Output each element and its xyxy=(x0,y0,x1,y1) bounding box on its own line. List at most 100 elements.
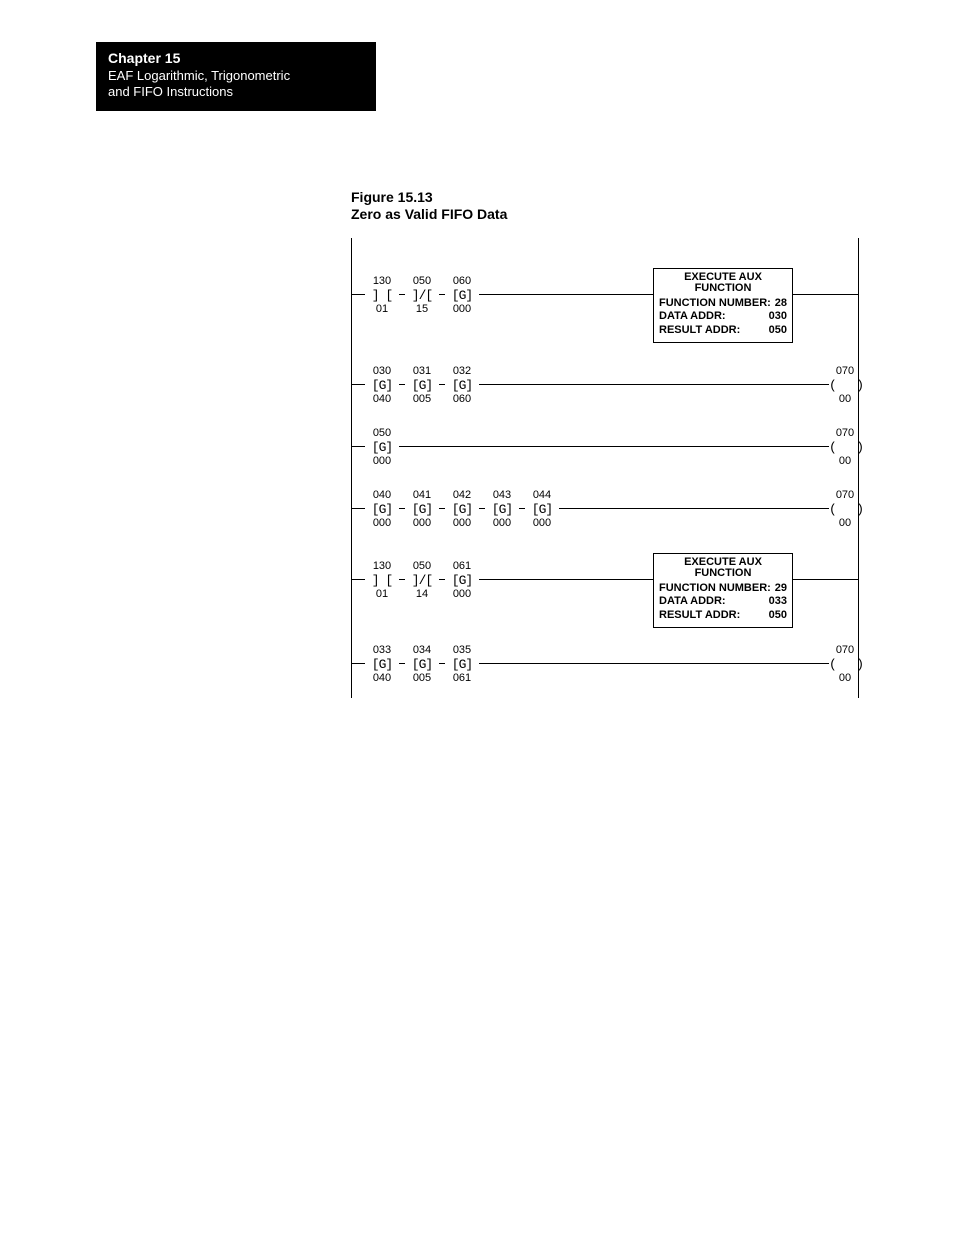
function-row: DATA ADDR:033 xyxy=(659,595,787,609)
element-address: 031 xyxy=(405,366,439,377)
function-row-label: DATA ADDR: xyxy=(659,595,726,609)
chapter-subtitle-1: EAF Logarithmic, Trigonometric xyxy=(108,68,364,84)
ladder-element: 035[G]061 xyxy=(445,645,479,684)
element-address: 033 xyxy=(365,645,399,656)
function-block: EXECUTE AUXFUNCTION FUNCTION NUMBER: 28DAT… xyxy=(653,268,793,343)
coil-symbol: ( ) xyxy=(829,503,861,516)
wire xyxy=(351,384,365,385)
function-row-value: 29 xyxy=(775,582,787,596)
ladder-element: 050]/[15 xyxy=(405,276,439,315)
ladder-element: 060[G]000 xyxy=(445,276,479,315)
element-value: 000 xyxy=(405,518,439,529)
function-row-label: FUNCTION NUMBER: xyxy=(659,582,771,596)
element-address: 041 xyxy=(405,490,439,501)
output-coil: 070 ( ) 00 xyxy=(829,490,861,529)
element-symbol: [G] xyxy=(445,658,479,671)
wire xyxy=(351,663,365,664)
element-value: 01 xyxy=(365,304,399,315)
wire xyxy=(351,579,365,580)
element-value: 000 xyxy=(445,304,479,315)
element-address: 044 xyxy=(525,490,559,501)
ladder-element: 130 ] [ 01 xyxy=(365,276,399,315)
ladder-element: 040 [G] 000 xyxy=(365,490,399,529)
function-title: EXECUTE AUXFUNCTION xyxy=(659,272,787,295)
element-value: 000 xyxy=(445,518,479,529)
element-address: 030 xyxy=(365,366,399,377)
ladder-element: 061[G]000 xyxy=(445,561,479,600)
element-address: 035 xyxy=(445,645,479,656)
element-symbol: [G] xyxy=(525,503,559,516)
coil-symbol: ( ) xyxy=(829,658,861,671)
element-symbol: [G] xyxy=(445,289,479,302)
element-address: 130 xyxy=(365,561,399,572)
element-value: 14 xyxy=(405,589,439,600)
element-symbol: [G] xyxy=(445,574,479,587)
element-address: 040 xyxy=(365,490,399,501)
function-block: EXECUTE AUXFUNCTIONFUNCTION NUMBER:29DAT… xyxy=(653,553,793,628)
element-address: 034 xyxy=(405,645,439,656)
element-symbol: ]/[ xyxy=(405,574,439,587)
element-address: 042 xyxy=(445,490,479,501)
figure-title: Zero as Valid FIFO Data xyxy=(351,206,864,224)
element-address: 043 xyxy=(485,490,519,501)
element-value: 000 xyxy=(485,518,519,529)
coil-address: 070 xyxy=(829,490,861,501)
chapter-header: Chapter 15 EAF Logarithmic, Trigonometri… xyxy=(96,42,376,111)
wire xyxy=(793,294,859,295)
element-address: 050 xyxy=(405,561,439,572)
right-rail xyxy=(858,238,859,698)
element-address: 130 xyxy=(365,276,399,287)
coil-address: 070 xyxy=(829,366,861,377)
function-row: RESULT ADDR:050 xyxy=(659,609,787,623)
function-row: FUNCTION NUMBER: 29 xyxy=(659,582,787,596)
ladder-element: 034 [G] 005 xyxy=(405,645,439,684)
wire xyxy=(351,294,365,295)
chapter-subtitle-2: and FIFO Instructions xyxy=(108,84,364,100)
element-value: 000 xyxy=(525,518,559,529)
element-value: 15 xyxy=(405,304,439,315)
ladder-diagram: 130] [01050]/[15060[G]000EXECUTE AUXFUNC… xyxy=(351,238,859,698)
chapter-number: Chapter 15 xyxy=(108,50,364,66)
function-row-value: 050 xyxy=(769,324,787,338)
element-symbol: [G] xyxy=(405,658,439,671)
element-symbol: ] [ xyxy=(365,289,399,302)
ladder-element: 043[G]000 xyxy=(485,490,519,529)
element-address: 032 xyxy=(445,366,479,377)
element-symbol: ] [ xyxy=(365,574,399,587)
ladder-element: 050[G]000 xyxy=(365,428,399,467)
function-row-value: 28 xyxy=(775,297,787,311)
element-symbol: [G] xyxy=(405,379,439,392)
function-title: EXECUTE AUXFUNCTION xyxy=(659,557,787,580)
element-value: 040 xyxy=(365,673,399,684)
left-rail xyxy=(351,238,352,698)
coil-value: 00 xyxy=(829,518,861,529)
figure-number: Figure 15.13 xyxy=(351,189,864,207)
element-symbol: [G] xyxy=(445,503,479,516)
wire xyxy=(793,579,859,580)
wire xyxy=(351,508,365,509)
coil-value: 00 xyxy=(829,673,861,684)
wire xyxy=(479,294,653,295)
figure-block: Figure 15.13 Zero as Valid FIFO Data 130… xyxy=(351,189,864,698)
element-value: 005 xyxy=(405,673,439,684)
ladder-element: 044 [G] 000 xyxy=(525,490,559,529)
element-symbol: [G] xyxy=(365,503,399,516)
ladder-element: 130 ] [ 01 xyxy=(365,561,399,600)
function-row: DATA ADDR:030 xyxy=(659,310,787,324)
element-value: 040 xyxy=(365,394,399,405)
wire xyxy=(479,663,829,664)
element-value: 01 xyxy=(365,589,399,600)
ladder-element: 041[G]000 xyxy=(405,490,439,529)
ladder-element: 033[G]040 xyxy=(365,645,399,684)
function-row-value: 030 xyxy=(769,310,787,324)
coil-value: 00 xyxy=(829,394,861,405)
figure-caption: Figure 15.13 Zero as Valid FIFO Data xyxy=(351,189,864,224)
wire xyxy=(351,446,365,447)
element-value: 000 xyxy=(365,518,399,529)
function-row-label: FUNCTION NUMBER: xyxy=(659,297,771,311)
function-title-line: FUNCTION xyxy=(659,568,787,580)
output-coil: 070( )00 xyxy=(829,645,861,684)
coil-address: 070 xyxy=(829,428,861,439)
wire xyxy=(479,579,653,580)
function-row: RESULT ADDR:050 xyxy=(659,324,787,338)
